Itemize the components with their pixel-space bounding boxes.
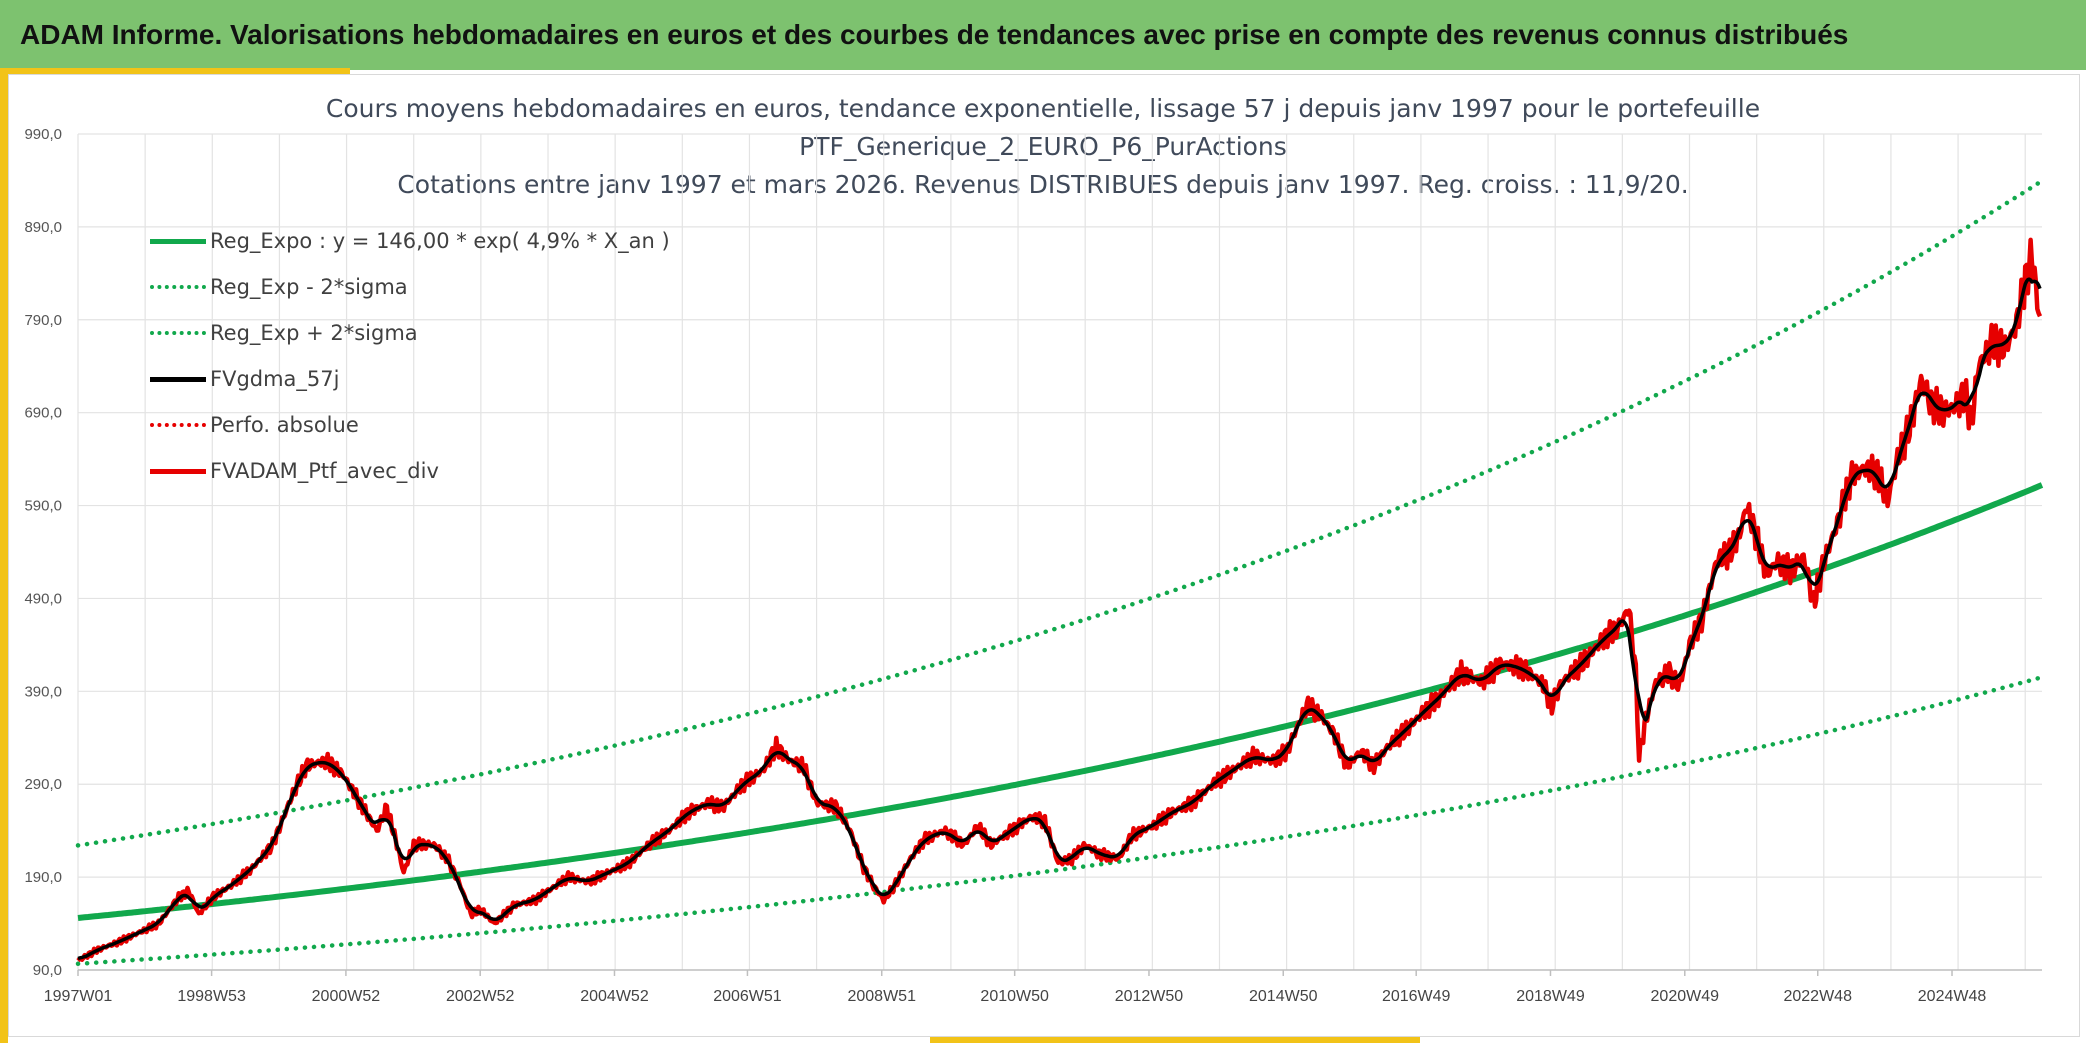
legend-label: Perfo. absolue [210,413,359,437]
report-title: ADAM Informe. Valorisations hebdomadaire… [20,19,1849,50]
legend-label: Reg_Exp - 2*sigma [210,275,408,299]
legend-item-fvadam: FVADAM_Ptf_avec_div [150,448,670,494]
accent-bar-left [0,70,8,1043]
legend-swatch-fvgdma [150,376,206,382]
y-tick-label: 390,0 [24,683,62,700]
x-tick-label: 2008W51 [847,988,916,1005]
accent-bar-top [0,68,350,74]
x-tick-label: 2002W52 [446,988,515,1005]
series-fvgdma-57j [77,277,2042,961]
y-tick-label: 290,0 [24,776,62,793]
x-tick-label: 2006W51 [713,988,782,1005]
accent-bar-bottom [930,1037,1420,1043]
legend-item-reg-expo: Reg_Expo : y = 146,00 * exp( 4,9% * X_an… [150,218,670,264]
x-tick-label: 2004W52 [580,988,649,1005]
series-reg-expo [77,482,2044,921]
legend-item-reg-exp-plus: Reg_Exp + 2*sigma [150,310,670,356]
x-tick-label: 2018W49 [1516,988,1585,1005]
legend-item-fvgdma: FVgdma_57j [150,356,670,402]
legend-item-reg-exp-minus: Reg_Exp - 2*sigma [150,264,670,310]
legend-label: FVADAM_Ptf_avec_div [210,459,439,483]
y-axis-ticks: 90,0 190,0 290,0 390,0 490,0 590,0 690,0 790,0 8… [24,126,62,979]
x-tick-label: 1997W01 [44,988,113,1005]
legend: Reg_Expo : y = 146,00 * exp( 4,9% * X_an… [150,218,670,494]
legend-swatch-reg-exp-minus [150,285,206,289]
legend-label: FVgdma_57j [210,367,340,391]
x-tick-label: 2010W50 [980,988,1049,1005]
chart-title-line-3: Cotations entre janv 1997 et mars 2026. … [397,170,1689,199]
x-tick-label: 2024W48 [1918,988,1987,1005]
legend-swatch-fvadam [150,468,206,474]
chart-title-line-1: Cours moyens hebdomadaires en euros, ten… [325,94,1761,123]
y-tick-label: 690,0 [24,405,62,422]
legend-item-perfo-absolue: Perfo. absolue [150,402,670,448]
y-tick-label: 490,0 [24,590,62,607]
chart-title-line-2: PTF_Generique_2_EURO_P6_PurActions [799,132,1287,161]
report-banner: ADAM Informe. Valorisations hebdomadaire… [0,0,2086,70]
chart-frame [8,74,2080,1037]
legend-label: Reg_Exp + 2*sigma [210,321,418,345]
legend-label: Reg_Expo : y = 146,00 * exp( 4,9% * X_an… [210,229,670,253]
grid-lines [77,133,2042,971]
x-axis-ticks: 1997W01 1998W53 2000W52 2002W52 2004W52 2006W… [44,970,1987,1005]
x-tick-label: 1998W53 [177,988,246,1005]
series-lines [75,178,2045,967]
y-tick-label: 790,0 [24,312,62,329]
x-tick-label: 2000W52 [312,988,381,1005]
legend-swatch-reg-expo [150,238,206,244]
x-tick-label: 2020W49 [1651,988,1720,1005]
y-tick-label: 90,0 [33,962,62,979]
y-tick-label: 190,0 [24,869,62,886]
y-tick-label: 990,0 [24,126,62,143]
y-tick-label: 590,0 [24,498,62,515]
y-tick-label: 890,0 [24,219,62,236]
series-fvadam-ptf-avec-div [76,237,2043,963]
x-tick-label: 2012W50 [1115,988,1184,1005]
legend-swatch-reg-exp-plus [150,331,206,335]
x-tick-label: 2014W50 [1249,988,1318,1005]
series-reg-exp-minus-2sigma [75,674,2045,967]
x-tick-label: 2022W48 [1783,988,1852,1005]
legend-swatch-perfo-absolue [150,423,206,427]
x-tick-label: 2016W49 [1382,988,1451,1005]
series-reg-exp-plus-2sigma [75,178,2045,848]
